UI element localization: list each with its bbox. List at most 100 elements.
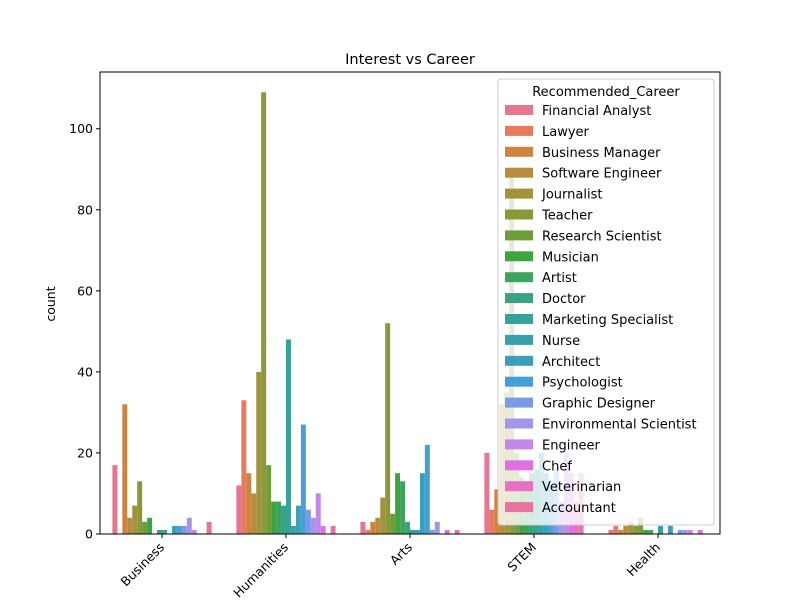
legend-label: Chef <box>542 459 572 474</box>
legend-label: Environmental Scientist <box>542 418 697 433</box>
bar <box>444 529 450 534</box>
legend-frame <box>497 78 715 526</box>
y-tick-label: 40 <box>77 364 93 379</box>
bar <box>320 525 326 534</box>
bar <box>127 517 133 534</box>
legend-swatch <box>505 230 533 241</box>
bar <box>290 525 296 534</box>
legend-label: Doctor <box>542 292 586 307</box>
y-tick-label: 20 <box>77 445 93 460</box>
bar <box>132 505 138 534</box>
bar <box>171 525 177 534</box>
legend-swatch <box>505 397 533 408</box>
legend-label: Artist <box>542 271 577 286</box>
bar <box>360 521 366 534</box>
legend: Recommended_Career Financial Analyst Lawy… <box>497 78 715 526</box>
bar <box>112 465 118 534</box>
legend-swatch <box>505 376 533 387</box>
bar <box>300 424 306 534</box>
bar <box>638 517 644 534</box>
legend-swatch <box>505 251 533 262</box>
bar <box>484 452 490 534</box>
bar <box>633 525 639 534</box>
legend-swatch <box>505 272 533 283</box>
bar <box>648 529 654 534</box>
bar <box>667 525 673 534</box>
x-tick-label: Humanities <box>230 540 291 600</box>
bar <box>677 529 683 534</box>
bar <box>147 517 153 534</box>
bar <box>628 521 634 534</box>
y-tick-label: 0 <box>85 527 93 542</box>
bar <box>613 525 619 534</box>
bar <box>375 517 381 534</box>
bar <box>365 529 371 534</box>
bar <box>419 473 425 534</box>
bar <box>176 525 182 534</box>
x-tick-label: Health <box>623 540 663 580</box>
bar <box>305 509 311 534</box>
legend-swatch <box>505 334 533 345</box>
bar <box>330 525 336 534</box>
legend-label: Teacher <box>541 209 593 224</box>
bar <box>142 521 148 534</box>
bar <box>241 400 247 534</box>
bar <box>236 485 242 534</box>
legend-swatch <box>505 460 533 471</box>
bar <box>281 505 286 534</box>
bar <box>687 529 693 534</box>
bar <box>315 493 321 534</box>
legend-swatch <box>505 502 533 513</box>
chart-title: Interest vs Career <box>345 52 475 68</box>
bar <box>276 501 282 534</box>
y-tick-label: 80 <box>77 202 93 217</box>
legend-label: Marketing Specialist <box>542 313 673 328</box>
bar <box>295 505 301 534</box>
bar <box>370 521 376 534</box>
bar <box>310 517 316 534</box>
x-tick-label: Arts <box>387 540 415 568</box>
legend-swatch <box>505 125 533 136</box>
bar <box>256 371 262 534</box>
legend-label: Musician <box>542 250 599 265</box>
bar <box>191 529 197 534</box>
bar <box>400 481 406 534</box>
y-tick-label: 100 <box>69 121 93 136</box>
legend-swatch <box>505 188 533 199</box>
bar <box>251 493 257 534</box>
bar <box>608 529 614 534</box>
bar <box>246 473 252 534</box>
legend-label: Veterinarian <box>542 480 621 495</box>
legend-label: Financial Analyst <box>542 104 651 119</box>
bar <box>434 521 440 534</box>
bar <box>380 497 386 534</box>
bar <box>623 525 629 534</box>
bar <box>414 529 420 534</box>
bar <box>266 465 272 534</box>
legend-swatch <box>505 293 533 304</box>
bar <box>186 517 192 534</box>
legend-label: Nurse <box>542 334 580 349</box>
x-tick-label: STEM <box>504 540 539 575</box>
bar <box>643 529 649 534</box>
legend-title: Recommended_Career <box>532 85 680 100</box>
legend-swatch <box>505 167 533 178</box>
legend-label: Architect <box>542 355 600 370</box>
legend-swatch <box>505 481 533 492</box>
legend-swatch <box>505 439 533 450</box>
bar <box>181 525 187 534</box>
bar <box>454 529 460 534</box>
legend-swatch <box>505 355 533 366</box>
bar <box>618 529 624 534</box>
bar <box>682 529 688 534</box>
bar <box>286 339 291 534</box>
bar <box>494 489 500 534</box>
legend-swatch <box>505 105 533 115</box>
bar <box>489 509 495 534</box>
bar <box>424 444 430 534</box>
bar <box>697 529 703 534</box>
bar <box>206 521 212 534</box>
legend-label: Journalist <box>541 188 602 203</box>
bar <box>395 473 401 534</box>
